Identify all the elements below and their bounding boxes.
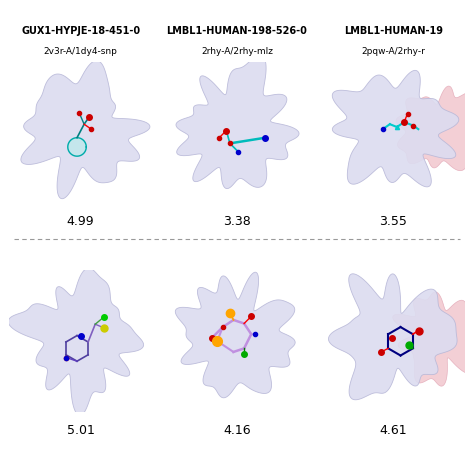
Text: GUX1-HYPJE-18-451-0: GUX1-HYPJE-18-451-0 — [21, 26, 140, 36]
Text: 2pqw-A/2rhy-r: 2pqw-A/2rhy-r — [362, 47, 425, 56]
Text: 2v3r-A/1dy4-snp: 2v3r-A/1dy4-snp — [44, 47, 118, 56]
Text: 2rhy-A/2rhy-mlz: 2rhy-A/2rhy-mlz — [201, 47, 273, 56]
Text: 4.16: 4.16 — [223, 424, 251, 437]
Text: 3.55: 3.55 — [380, 215, 407, 228]
Text: 4.61: 4.61 — [380, 424, 407, 437]
PathPatch shape — [393, 292, 474, 386]
PathPatch shape — [332, 70, 459, 187]
Text: LMBL1-HUMAN-19: LMBL1-HUMAN-19 — [344, 26, 443, 36]
Polygon shape — [68, 138, 86, 156]
PathPatch shape — [176, 55, 299, 189]
Text: 4.99: 4.99 — [67, 215, 94, 228]
PathPatch shape — [396, 86, 474, 171]
Text: LMBL1-HUMAN-198-526-0: LMBL1-HUMAN-198-526-0 — [166, 26, 308, 36]
PathPatch shape — [21, 61, 150, 199]
PathPatch shape — [175, 272, 295, 398]
Text: 5.01: 5.01 — [67, 424, 94, 437]
PathPatch shape — [328, 274, 457, 400]
Text: 3.38: 3.38 — [223, 215, 251, 228]
PathPatch shape — [8, 268, 144, 415]
